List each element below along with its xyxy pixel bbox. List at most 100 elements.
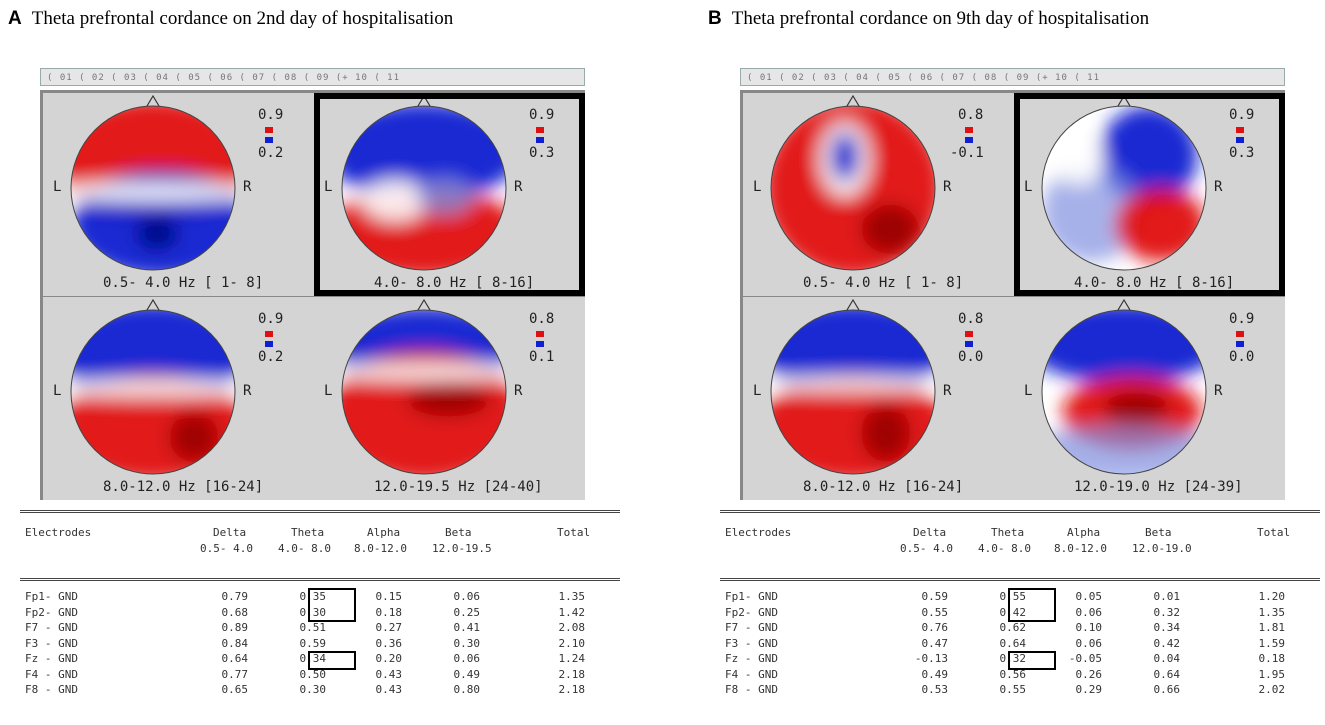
nose-marker <box>846 298 860 311</box>
scale-swatch-negative <box>265 137 273 143</box>
scalp-outline <box>1041 105 1207 271</box>
right-hemisphere-label: R <box>943 179 952 195</box>
scalp-map <box>1041 99 1207 271</box>
theta-range: 4.0- 8.0 <box>978 542 1031 555</box>
total-value: 1.24 <box>558 652 586 665</box>
topomap-cell[interactable]: 0.9 0.2 L R 8.0-12.0 Hz [16-24] <box>43 297 314 500</box>
theta-value: 0.51 <box>299 621 327 634</box>
alpha-value: 0.26 <box>1075 667 1103 681</box>
total-header: Total <box>557 526 591 539</box>
electrodes-header: Electrodes <box>725 526 792 539</box>
scale-max-value: 0.9 <box>258 311 284 327</box>
scale-min-value: 0.2 <box>258 145 284 161</box>
alpha-value: 0.29 <box>1075 683 1103 696</box>
frequency-band-label: 4.0- 8.0 Hz [ 8-16] <box>1074 275 1235 291</box>
scale-min-value: 0.0 <box>1229 349 1255 365</box>
topomap-cell[interactable]: 0.9 0.0 L R 12.0-19.0 Hz [24-39] <box>1014 297 1285 500</box>
nose-marker <box>1117 99 1131 107</box>
electrode-name: F3 - GND <box>25 636 78 650</box>
scale-max-value: 0.9 <box>258 107 284 123</box>
theta-value: 0.30 <box>299 605 327 619</box>
panel-title: A Theta prefrontal cordance on 2nd day of… <box>8 8 453 30</box>
total-value: 2.18 <box>558 667 586 681</box>
topomap-cell[interactable]: 0.9 0.2 L R 0.5- 4.0 Hz [ 1- 8] <box>43 93 314 296</box>
highlight-box <box>1008 651 1056 670</box>
theta-value: 0.59 <box>299 636 327 650</box>
panel-title-text: Theta prefrontal cordance on 2nd day of … <box>31 8 454 29</box>
cordance-region <box>136 216 178 250</box>
scale-swatch-negative <box>536 341 544 347</box>
delta-value: -0.13 <box>914 652 948 665</box>
scale-swatch-positive <box>536 331 544 337</box>
delta-range: 0.5- 4.0 <box>900 542 953 555</box>
electrode-name: F7 - GND <box>725 621 778 634</box>
total-value: 0.18 <box>1258 652 1286 665</box>
scale-max-value: 0.9 <box>1229 107 1255 123</box>
scalp-map <box>70 94 236 271</box>
alpha-value: -0.05 <box>1068 652 1102 665</box>
alpha-value: 0.27 <box>375 621 403 634</box>
beta-value: 0.34 <box>1153 621 1181 634</box>
alpha-value: 0.10 <box>1075 621 1103 634</box>
beta-value: 0.25 <box>453 605 481 619</box>
cordance-region <box>362 179 429 221</box>
alpha-value: 0.06 <box>1075 636 1103 650</box>
nose-marker <box>146 298 160 311</box>
delta-value: 0.49 <box>921 667 949 681</box>
left-hemisphere-label: L <box>753 179 762 195</box>
highlight-box <box>308 588 356 622</box>
alpha-value: 0.20 <box>375 652 403 665</box>
right-hemisphere-label: R <box>514 383 523 399</box>
scalp-map <box>1041 298 1207 475</box>
electrode-name: Fp2- GND <box>725 605 778 619</box>
electrode-name: Fp2- GND <box>25 605 78 619</box>
cordance-region <box>1054 134 1104 184</box>
electrode-name: Fz - GND <box>25 652 78 665</box>
highlight-box <box>1008 588 1056 622</box>
theta-value: 0.56 <box>999 667 1027 681</box>
delta-value: 0.89 <box>221 621 249 634</box>
scalp-map <box>770 298 936 475</box>
right-hemisphere-label: R <box>943 383 952 399</box>
table-top-rule <box>20 510 620 513</box>
scale-swatch-positive <box>965 127 973 133</box>
beta-range: 12.0-19.0 <box>1132 542 1192 555</box>
delta-value: 0.64 <box>221 652 249 665</box>
channel-ruler: ( 01 ( 02 ( 03 ( 04 ( 05 ( 06 ( 07 ( 08 … <box>740 68 1285 86</box>
beta-value: 0.30 <box>453 636 481 650</box>
channel-ruler: ( 01 ( 02 ( 03 ( 04 ( 05 ( 06 ( 07 ( 08 … <box>40 68 585 86</box>
cordance-region <box>342 363 506 380</box>
topomap-cell[interactable]: 0.8 0.1 L R 12.0-19.5 Hz [24-40] <box>314 297 585 500</box>
electrode-name: F4 - GND <box>725 667 778 681</box>
topomap-cell[interactable]: 0.9 0.3 L R 4.0- 8.0 Hz [ 8-16] <box>314 93 585 296</box>
right-hemisphere-label: R <box>243 179 252 195</box>
panel-letter: A <box>8 8 22 29</box>
theta-value: 0.35 <box>299 590 327 603</box>
cordance-table: Electrodes Delta 0.5- 4.0 Theta 4.0- 8.0 Alph… <box>20 510 620 715</box>
panel-title-text: Theta prefrontal cordance on 9th day of … <box>731 8 1150 29</box>
scale-swatch-positive <box>265 331 273 337</box>
left-hemisphere-label: L <box>324 179 333 195</box>
total-value: 2.08 <box>558 621 586 634</box>
electrode-name: Fp1- GND <box>25 590 78 603</box>
alpha-range: 8.0-12.0 <box>354 542 407 555</box>
topomap-cell[interactable]: 0.8 -0.1 L R 0.5- 4.0 Hz [ 1- 8] <box>743 93 1014 296</box>
panel-a: A Theta prefrontal cordance on 2nd day of… <box>0 0 640 725</box>
beta-value: 0.41 <box>453 621 481 634</box>
topomap-cell[interactable]: 0.8 0.0 L R 8.0-12.0 Hz [16-24] <box>743 297 1014 500</box>
scale-swatch-negative <box>265 341 273 347</box>
theta-value: 0.55 <box>999 683 1027 696</box>
beta-header: Beta <box>1145 526 1172 539</box>
total-value: 1.95 <box>1258 667 1286 681</box>
topomap-cell[interactable]: 0.9 0.3 L R 4.0- 8.0 Hz [ 8-16] <box>1014 93 1285 296</box>
cordance-region <box>1042 163 1141 262</box>
beta-value: 0.32 <box>1153 605 1181 619</box>
scalp-outline <box>1041 309 1207 475</box>
scalp-outline <box>770 105 936 271</box>
alpha-value: 0.15 <box>375 590 403 603</box>
scalp-outline <box>70 309 236 475</box>
scale-max-value: 0.9 <box>529 107 555 123</box>
scale-swatch-negative <box>1236 341 1244 347</box>
total-value: 1.35 <box>1258 605 1286 619</box>
beta-value: 0.80 <box>453 683 481 696</box>
